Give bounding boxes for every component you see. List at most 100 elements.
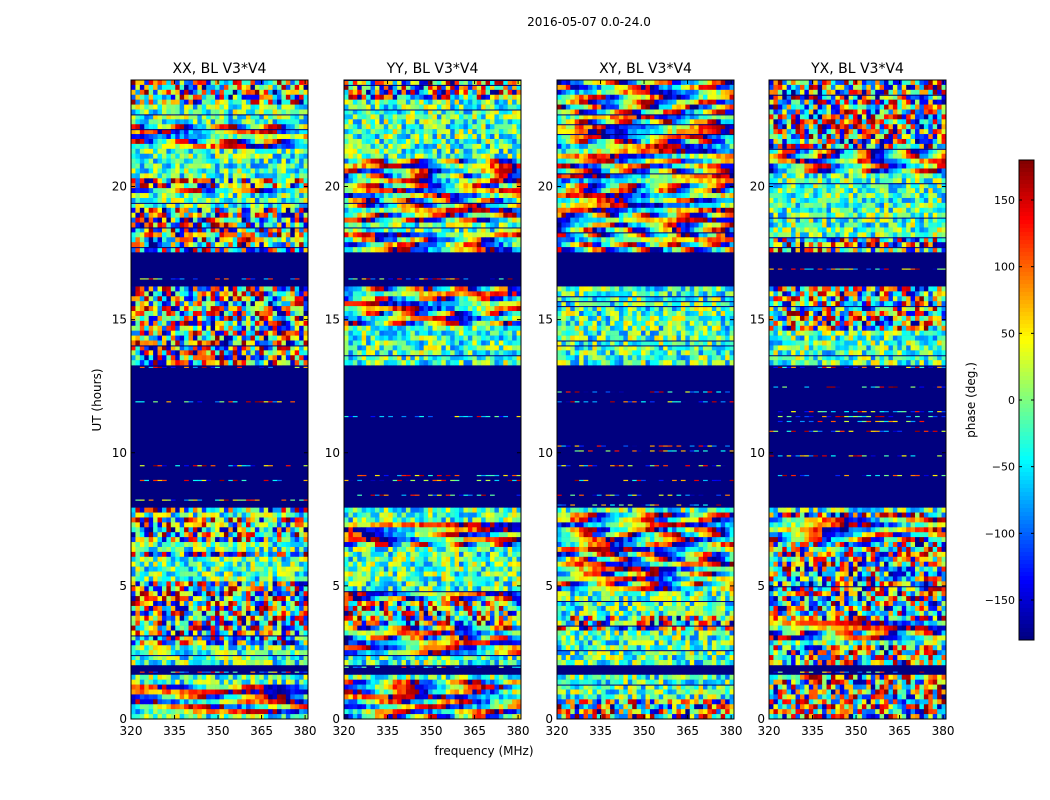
heatmap-cell <box>206 596 211 602</box>
heatmap-cell <box>170 660 176 666</box>
heatmap-cell <box>405 114 411 120</box>
heatmap-cell <box>246 660 251 666</box>
heatmap-cell <box>512 114 517 120</box>
heatmap-cell <box>215 630 220 636</box>
heatmap-cell <box>281 605 287 612</box>
heatmap-cell <box>175 581 180 587</box>
heatmap-cell <box>277 615 282 621</box>
heatmap-cell <box>277 320 282 327</box>
heatmap-cell <box>201 178 207 184</box>
heatmap-cell <box>250 237 256 243</box>
heatmap-cell <box>250 591 256 597</box>
heatmap-cell <box>294 163 300 169</box>
heatmap-cell <box>219 217 225 223</box>
heatmap-cell <box>299 158 304 164</box>
heatmap-cell <box>476 84 482 91</box>
heatmap-cell <box>161 601 167 607</box>
heatmap-cell <box>210 596 216 602</box>
heatmap-cell <box>197 183 203 189</box>
heatmap-cell <box>263 605 269 612</box>
heatmap-cell <box>259 163 265 169</box>
heatmap-cell <box>294 601 300 607</box>
heatmap-cell <box>303 499 309 501</box>
heatmap-cell <box>201 330 207 336</box>
heatmap-cell <box>348 173 354 179</box>
heatmap-cell <box>175 163 180 169</box>
heatmap-cell <box>246 134 251 140</box>
heatmap-cell <box>192 640 198 646</box>
heatmap-cell <box>246 306 251 312</box>
heatmap-cell <box>237 714 242 720</box>
heatmap-cell <box>281 499 287 501</box>
heatmap-cell <box>192 532 198 538</box>
heatmap-cell <box>423 153 429 159</box>
heatmap-cell <box>254 689 260 695</box>
heatmap-cell <box>188 601 194 607</box>
heatmap-cell <box>303 340 309 346</box>
heatmap-cell <box>277 709 282 715</box>
heatmap-cell <box>263 217 269 223</box>
heatmap-cell <box>414 163 420 169</box>
heatmap-cell <box>445 202 451 209</box>
heatmap-cell <box>254 315 260 322</box>
heatmap-cell <box>232 401 238 403</box>
heatmap-cell <box>139 153 145 159</box>
heatmap-cell <box>192 709 198 715</box>
heatmap-cell <box>250 340 256 346</box>
heatmap-cell <box>228 689 234 695</box>
heatmap-cell <box>250 684 256 690</box>
heatmap-cell <box>184 556 189 563</box>
heatmap-cell <box>285 340 291 346</box>
heatmap-cell <box>184 212 189 218</box>
heatmap-cell <box>206 605 211 612</box>
heatmap-cell <box>175 640 180 646</box>
heatmap-cell <box>237 193 242 199</box>
heatmap-cell <box>476 148 482 155</box>
heatmap-cell <box>281 699 287 705</box>
heatmap-cell <box>388 109 393 115</box>
heatmap-cell <box>246 674 251 680</box>
heatmap-cell <box>144 522 149 528</box>
heatmap-cell <box>201 537 207 543</box>
heatmap-cell <box>259 202 265 209</box>
heatmap-cell <box>485 99 491 105</box>
heatmap-cell <box>184 546 189 553</box>
heatmap-cell <box>498 89 504 96</box>
heatmap-cell <box>144 173 149 179</box>
heatmap-cell <box>246 80 251 86</box>
heatmap-cell <box>281 576 287 582</box>
heatmap-cell <box>303 532 309 538</box>
heatmap-cell <box>472 89 478 96</box>
heatmap-cell <box>388 104 393 110</box>
heatmap-cell <box>254 134 260 140</box>
heatmap-cell <box>246 315 251 322</box>
heatmap-cell <box>370 188 376 194</box>
heatmap-cell <box>299 143 304 150</box>
heatmap-cell <box>192 311 198 317</box>
heatmap-cell <box>414 212 420 218</box>
heatmap-cell <box>250 551 256 558</box>
heatmap-cell <box>254 360 260 366</box>
heatmap-cell <box>344 134 349 140</box>
heatmap-cell <box>246 242 251 248</box>
heatmap-cell <box>148 207 154 214</box>
heatmap-cell <box>157 640 163 646</box>
heatmap-cell <box>161 143 167 150</box>
heatmap-cell <box>197 512 203 518</box>
heatmap-cell <box>405 99 411 105</box>
heatmap-cell <box>259 694 265 700</box>
heatmap-cell <box>166 640 172 646</box>
heatmap-cell <box>397 94 402 100</box>
heatmap-cell <box>366 134 371 140</box>
heatmap-cell <box>294 507 300 513</box>
heatmap-cell <box>157 625 163 631</box>
heatmap-cell <box>294 512 300 518</box>
heatmap-cell <box>246 320 251 327</box>
heatmap-cell <box>241 709 247 715</box>
heatmap-cell <box>472 183 478 189</box>
heatmap-cell <box>494 158 500 164</box>
heatmap-cell <box>148 197 154 204</box>
heatmap-cell <box>472 148 478 155</box>
heatmap-cell <box>281 193 287 199</box>
heatmap-cell <box>294 699 300 705</box>
